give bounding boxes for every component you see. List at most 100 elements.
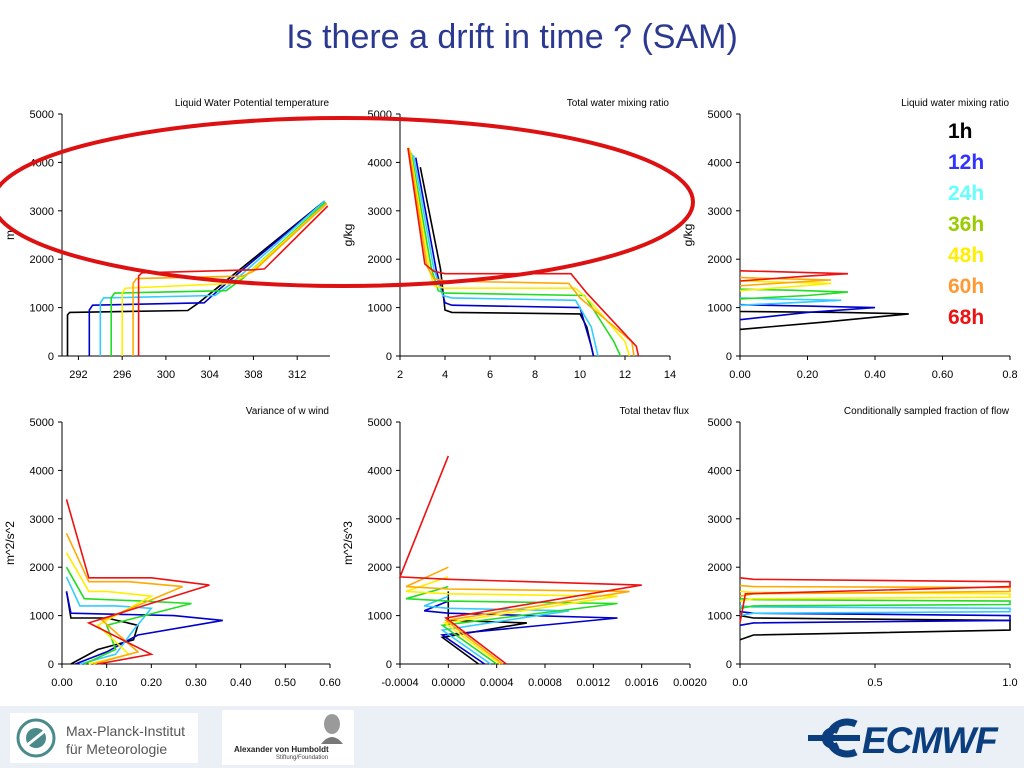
series-line [415, 157, 595, 357]
y-tick-label: 5000 [30, 109, 54, 121]
x-tick-label: 0.40 [864, 369, 885, 381]
mpi-subname: für Meteorologie [66, 741, 168, 757]
series-line [66, 200, 326, 356]
x-tick-label: 300 [157, 369, 175, 381]
ecmwf-wordmark: ECMWF [862, 720, 998, 761]
x-tick-label: 0.60 [319, 677, 340, 689]
series-line [405, 566, 630, 665]
series-line [739, 614, 1011, 641]
x-tick-label: 304 [200, 369, 218, 381]
x-tick-label: 12 [619, 369, 631, 381]
series-line [440, 591, 528, 665]
panel-title: Variance of w wind [246, 406, 329, 417]
x-tick-label: 296 [113, 369, 131, 381]
y-tick-label: 0 [48, 351, 54, 363]
x-tick-label: 8 [532, 369, 538, 381]
y-tick-label: 3000 [708, 514, 732, 526]
series-line [739, 276, 832, 287]
y-tick-label: 4000 [708, 465, 732, 477]
legend-entry: 68h [948, 306, 985, 329]
series-line [65, 566, 192, 665]
y-tick-label: 5000 [30, 417, 54, 429]
x-tick-label: 4 [442, 369, 448, 381]
x-tick-label: 0.20 [141, 677, 162, 689]
y-axis-label: g/kg [341, 224, 355, 247]
x-tick-label: 0.50 [275, 677, 296, 689]
x-tick-label: 0.10 [96, 677, 117, 689]
series-line [739, 280, 832, 292]
y-tick-label: 1000 [708, 303, 732, 315]
legend: 1h 12h 24h 36h 48h 60h 68h [948, 116, 984, 333]
series-line [65, 499, 210, 665]
series-line [408, 147, 635, 357]
chart-panel: 0 1000 2000 3000 4000 5000 0.00 0.10 0.20 0.30 0.4… [3, 406, 341, 689]
legend-entry: 1h [948, 120, 973, 143]
series-line [409, 150, 631, 357]
series-line [88, 200, 326, 356]
x-tick-label: 292 [69, 369, 87, 381]
y-axis-label: m^2/s^2 [3, 521, 17, 565]
series-line [137, 205, 329, 356]
series-line [412, 154, 599, 357]
x-tick-label: 0.40 [230, 677, 251, 689]
legend-entry: 48h [948, 244, 985, 267]
series-line [739, 590, 1011, 602]
legend-entry: 36h [948, 213, 985, 236]
mpi-text: Max-Planck-Institut für Meteorologie [66, 722, 185, 758]
x-tick-label: 312 [288, 369, 306, 381]
y-tick-label: 0 [48, 659, 54, 671]
y-tick-label: 0 [386, 351, 392, 363]
y-tick-label: 0 [386, 659, 392, 671]
x-tick-label: 0.5 [867, 677, 882, 689]
humboldt-logo: Alexander von Humboldt Stiftung/Foundati… [222, 710, 354, 765]
footer: Max-Planck-Institut für Meteorologie Ale… [0, 706, 1024, 768]
y-tick-label: 1000 [30, 303, 54, 315]
y-tick-label: 4000 [708, 157, 732, 169]
y-tick-label: 3000 [368, 206, 392, 218]
mpi-logo: Max-Planck-Institut für Meteorologie [10, 713, 198, 763]
series-line [739, 577, 1011, 624]
humboldt-subtitle: Stiftung/Foundation [276, 755, 329, 761]
mpi-emblem-icon [16, 718, 56, 758]
y-tick-label: 4000 [30, 465, 54, 477]
x-tick-label: 14 [664, 369, 676, 381]
y-tick-label: 1000 [30, 611, 54, 623]
y-tick-label: 3000 [708, 206, 732, 218]
slide-title: Is there a drift in time ? (SAM) [286, 18, 738, 56]
chart-panel: 0 1000 2000 3000 4000 5000 0.00 0.20 0.40 0.60 0.8… [681, 98, 1018, 381]
y-tick-label: 4000 [368, 465, 392, 477]
x-tick-label: 0.0012 [577, 677, 611, 689]
y-tick-label: 2000 [30, 254, 54, 266]
legend-entry: 60h [948, 275, 985, 298]
y-tick-label: 5000 [708, 417, 732, 429]
series-line [398, 455, 642, 665]
ecmwf-emblem-icon [808, 718, 860, 758]
y-tick-label: 2000 [368, 562, 392, 574]
y-tick-label: 0 [726, 659, 732, 671]
panel-title: Total water mixing ratio [567, 98, 670, 109]
highlight-ellipse [0, 116, 695, 288]
legend-entry: 24h [948, 182, 985, 205]
x-tick-label: 308 [244, 369, 262, 381]
y-axis-label: g/kg [681, 224, 695, 247]
series-line [65, 576, 153, 665]
panel-title: Total thetav flux [620, 406, 689, 417]
x-tick-label: 0.30 [185, 677, 206, 689]
series-line [65, 591, 223, 665]
x-tick-label: 0.20 [797, 369, 818, 381]
legend-entry: 12h [948, 151, 985, 174]
x-tick-label: -0.0004 [381, 677, 418, 689]
y-axis-label: m [3, 230, 17, 240]
y-tick-label: 2000 [708, 562, 732, 574]
series-line [739, 270, 849, 282]
x-tick-label: 0.0 [732, 677, 747, 689]
y-axis-label: m^2/s^3 [341, 521, 355, 565]
x-tick-label: 0.0000 [432, 677, 466, 689]
y-tick-label: 0 [726, 351, 732, 363]
series-line [739, 303, 876, 321]
y-tick-label: 1000 [368, 303, 392, 315]
series-line [423, 595, 570, 665]
y-tick-label: 2000 [368, 254, 392, 266]
x-tick-label: 10 [574, 369, 586, 381]
